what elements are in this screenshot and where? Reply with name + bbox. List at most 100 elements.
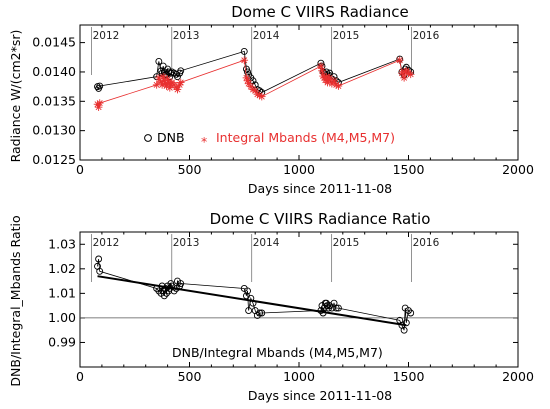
x-tick-label: 2000 xyxy=(502,369,534,384)
x-tick-label: 0 xyxy=(76,162,84,177)
data-point xyxy=(407,309,415,317)
year-marker-label: 2014 xyxy=(253,237,280,249)
asterisk-stroke xyxy=(335,83,342,90)
asterisk-stroke xyxy=(153,81,160,88)
y-tick-label: 0.0125 xyxy=(32,152,76,167)
legend-marker-asterisk: * xyxy=(201,134,207,149)
chart-marks: 0 500 1000 1500 2000 0.99 1.00 1.01 1.02 1.03 2012… xyxy=(48,231,534,384)
data-point xyxy=(406,70,415,79)
data-point xyxy=(153,285,161,292)
year-marker-label: 2015 xyxy=(333,30,360,42)
data-point xyxy=(177,280,185,287)
asterisk-stroke xyxy=(96,100,103,107)
data-point xyxy=(160,292,168,300)
asterisk-stroke xyxy=(177,79,184,86)
y-tick-label: 0.99 xyxy=(48,334,76,349)
chart-title: Dome C VIIRS Radiance xyxy=(231,3,409,21)
x-tick-label: 1000 xyxy=(283,369,315,384)
data-point xyxy=(257,92,266,101)
year-marker-label: 2015 xyxy=(333,237,360,249)
x-tick-label: 0 xyxy=(76,369,84,384)
chart-annotation: DNB/Integral Mbands (M4,M5,M7) xyxy=(172,345,383,360)
y-axis-label: Radiance W/(cm2*sr) xyxy=(8,30,23,163)
asterisk-stroke xyxy=(247,83,254,90)
data-point xyxy=(176,78,185,87)
y-tick-label: 1.03 xyxy=(48,236,76,251)
data-point xyxy=(400,74,408,82)
asterisk-stroke xyxy=(244,77,251,84)
data-point xyxy=(96,82,104,90)
data-point xyxy=(95,255,103,263)
data-point xyxy=(332,304,340,312)
legend-label-dnb: DNB xyxy=(157,130,185,145)
year-marker-label: 2013 xyxy=(173,237,200,249)
series-line xyxy=(97,258,412,331)
asterisk-stroke xyxy=(331,77,338,84)
data-point xyxy=(242,65,250,73)
data-point xyxy=(332,81,341,89)
year-marker-label: 2014 xyxy=(253,30,280,42)
data-point xyxy=(317,62,325,70)
asterisk-stroke xyxy=(319,67,325,74)
asterisk-stroke xyxy=(243,74,250,81)
y-tick-label: 0.0145 xyxy=(32,35,76,50)
asterisk-stroke xyxy=(398,70,405,77)
data-point xyxy=(400,326,408,334)
year-marker-label: 2016 xyxy=(413,237,440,249)
y-tick-label: 0.0140 xyxy=(32,64,76,79)
data-point xyxy=(319,309,327,317)
legend-item-mbands: * Integral Mbands (M4,M5,M7) xyxy=(201,130,395,149)
legend-marker-circle xyxy=(144,134,152,142)
data-point xyxy=(177,67,185,75)
radiance-chart: Dome C VIIRS Radiance Radiance W/(cm2*sr… xyxy=(8,3,534,196)
asterisk-stroke xyxy=(326,74,333,81)
chart-legend: DNB * Integral Mbands (M4,M5,M7) xyxy=(144,130,395,149)
x-axis-label: Days since 2011-11-08 xyxy=(248,181,392,196)
asterisk-stroke xyxy=(252,87,259,94)
data-point xyxy=(174,73,181,81)
x-tick-label: 500 xyxy=(178,369,202,384)
data-point xyxy=(155,57,163,65)
data-point xyxy=(404,69,413,77)
asterisk-stroke xyxy=(95,104,102,111)
legend-item-dnb: DNB xyxy=(144,130,185,145)
chart-marks: 0 500 1000 1500 2000 0.0125 0.0130 0.0135 0.0140… xyxy=(32,24,534,177)
y-tick-label: 1.02 xyxy=(48,261,76,276)
data-point xyxy=(334,82,343,90)
data-point xyxy=(170,287,178,295)
data-point xyxy=(96,267,104,275)
ratio-chart: Dome C VIIRS Radiance Ratio DNB/Integral… xyxy=(8,210,534,403)
asterisk-stroke xyxy=(317,63,324,70)
data-point xyxy=(244,68,251,76)
year-marker-label: 2013 xyxy=(173,30,200,42)
asterisk-stroke xyxy=(258,93,265,100)
x-axis-label: Days since 2011-11-08 xyxy=(248,388,392,403)
data-point xyxy=(258,309,266,317)
asterisk-stroke xyxy=(245,80,252,87)
y-axis-label: DNB/Integral_Mbands Ratio xyxy=(8,215,23,386)
data-point xyxy=(325,74,334,82)
data-point xyxy=(245,307,253,314)
data-point xyxy=(163,289,170,297)
asterisk-stroke xyxy=(396,57,403,64)
data-point xyxy=(240,47,248,55)
chart-title: Dome C VIIRS Radiance Ratio xyxy=(210,210,431,228)
asterisk-stroke xyxy=(173,84,180,91)
asterisk-stroke xyxy=(155,74,162,81)
data-point xyxy=(318,66,326,75)
data-point xyxy=(95,99,104,107)
data-point xyxy=(244,287,251,295)
x-tick-label: 1500 xyxy=(393,369,425,384)
x-tick-label: 2000 xyxy=(502,162,534,177)
data-point xyxy=(405,307,412,314)
year-marker-label: 2012 xyxy=(93,237,120,249)
y-tick-label: 0.0130 xyxy=(32,123,76,138)
x-tick-label: 1000 xyxy=(283,162,315,177)
x-tick-label: 500 xyxy=(178,162,202,177)
data-point xyxy=(395,56,404,65)
data-point xyxy=(249,299,257,307)
y-tick-label: 1.01 xyxy=(48,285,76,300)
data-point xyxy=(330,76,338,85)
data-point xyxy=(402,319,410,327)
